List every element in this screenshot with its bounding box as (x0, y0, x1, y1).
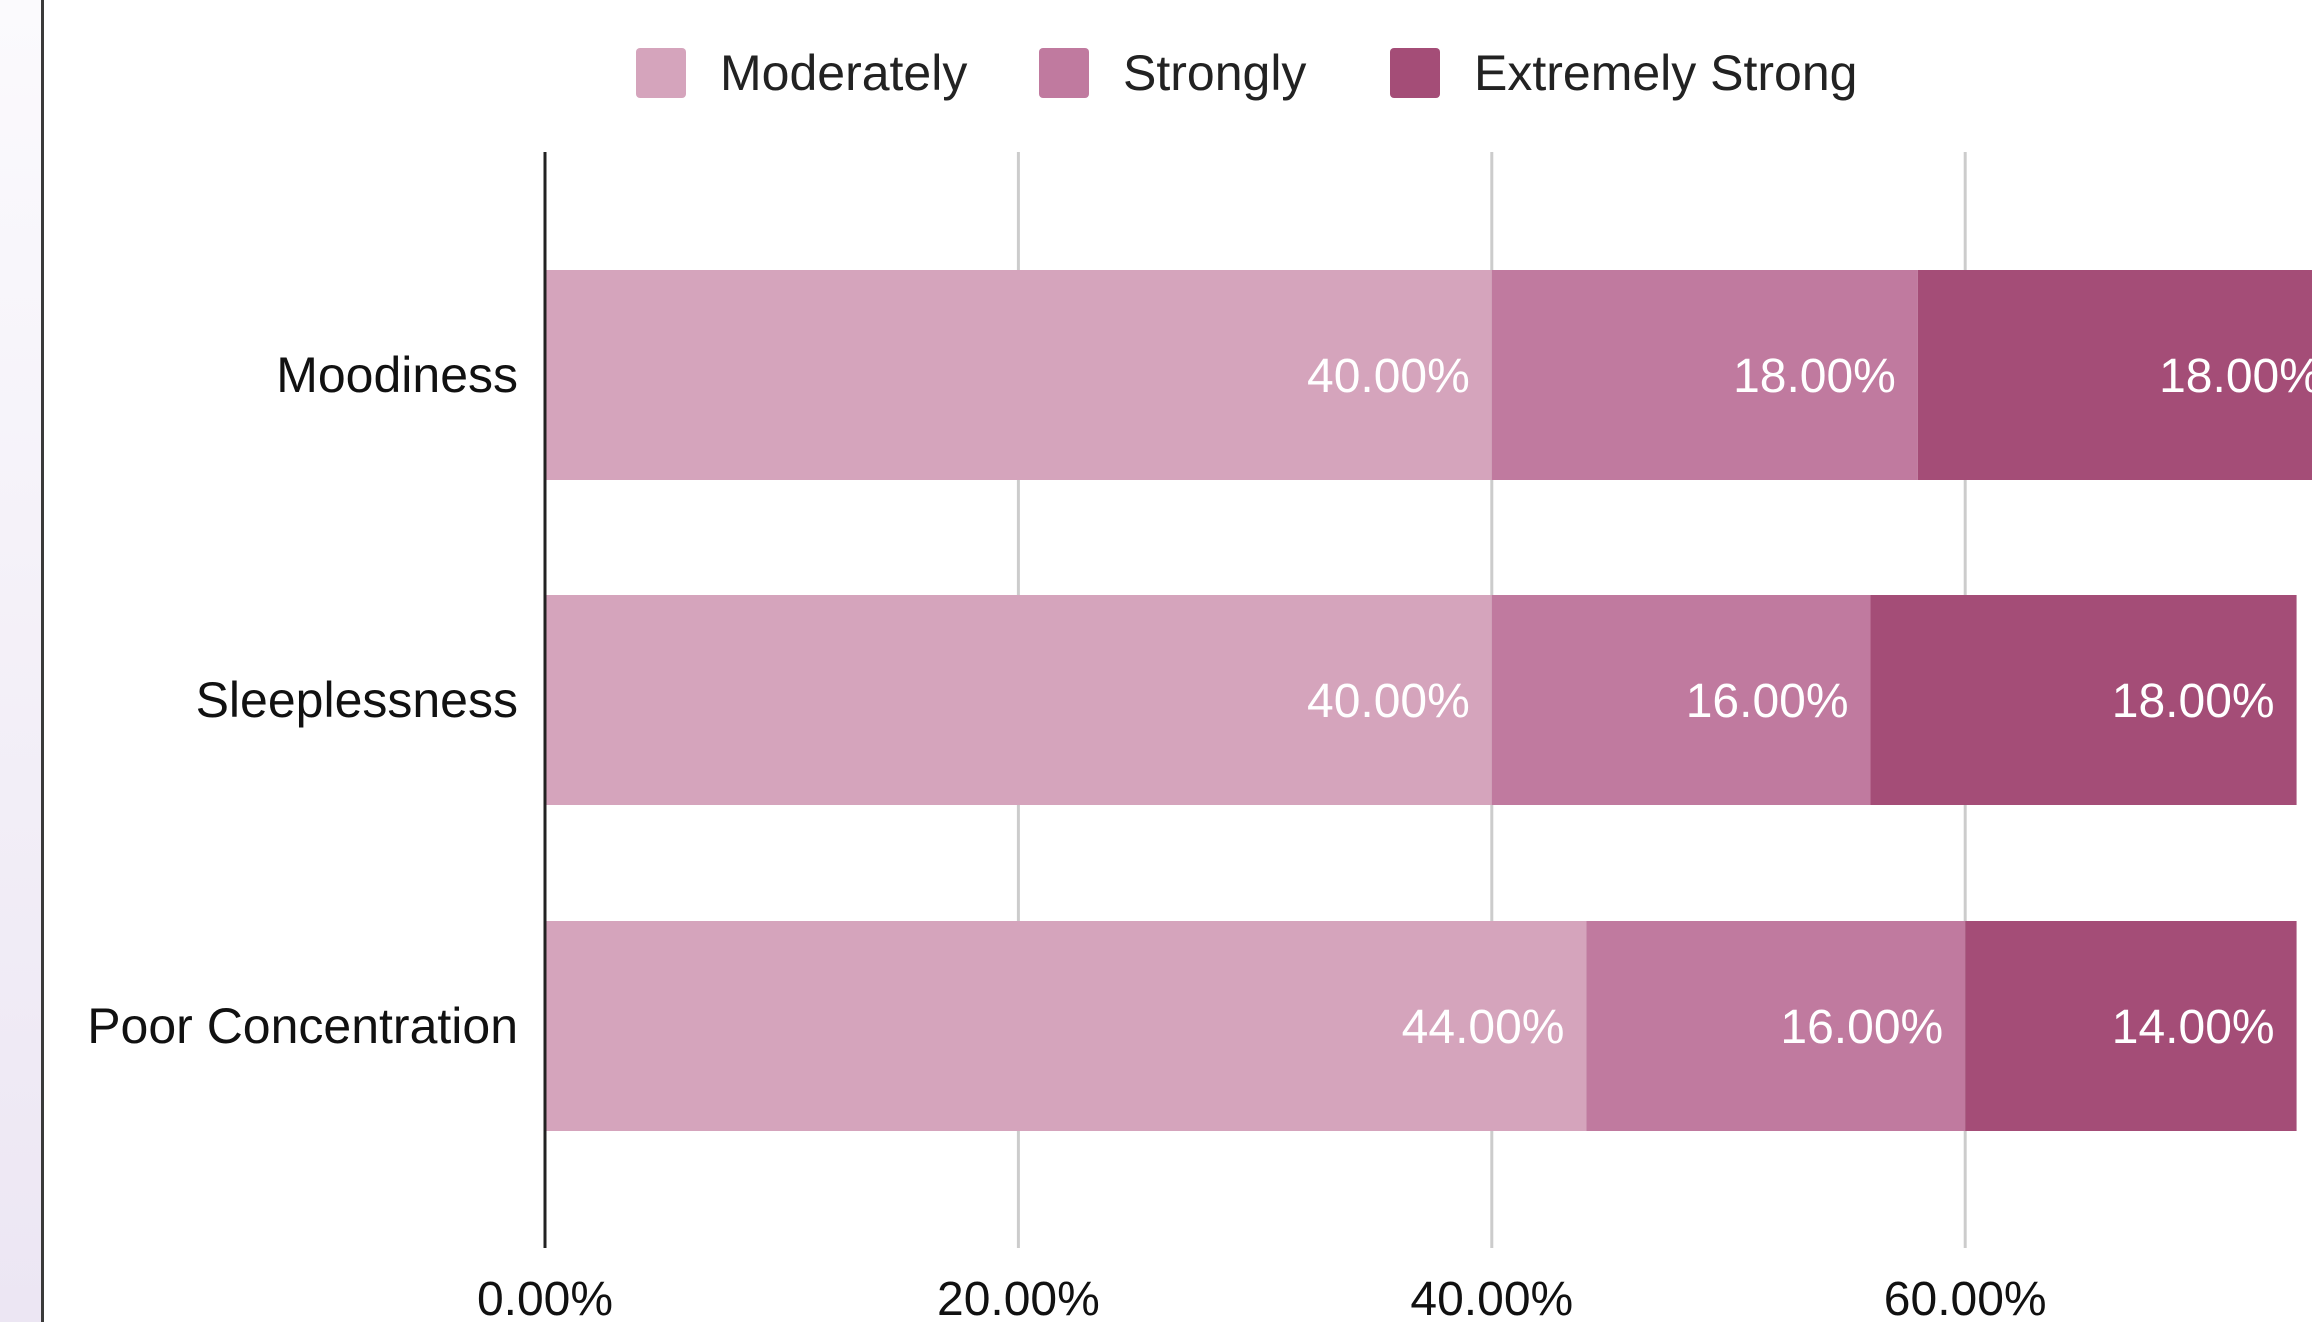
data-label: 40.00% (1307, 350, 1470, 403)
data-label: 18.00% (2112, 675, 2275, 728)
bar-segment (545, 921, 1587, 1131)
bar-segment (1491, 595, 1871, 805)
legend-label: Moderately (720, 45, 967, 101)
bar-segment (545, 270, 1492, 480)
category-label: Poor Concentration (87, 998, 518, 1054)
data-label: 14.00% (2112, 1001, 2275, 1054)
legend-label: Strongly (1123, 45, 1306, 101)
category-label: Moodiness (276, 347, 518, 403)
x-tick-label: 0.00% (477, 1273, 613, 1322)
legend-swatch (636, 48, 686, 98)
data-label: 44.00% (1402, 1001, 1565, 1054)
bar-segment (1965, 921, 2297, 1131)
x-tick-label: 40.00% (1410, 1273, 1573, 1322)
data-label: 18.00% (2159, 350, 2312, 403)
data-label: 18.00% (1733, 350, 1896, 403)
data-label: 40.00% (1307, 675, 1470, 728)
legend-swatch (1390, 48, 1440, 98)
data-label: 16.00% (1780, 1001, 1943, 1054)
data-label: 16.00% (1686, 675, 1849, 728)
left-divider (41, 0, 44, 1322)
legend-swatch (1039, 48, 1089, 98)
x-tick-label: 20.00% (937, 1273, 1100, 1322)
legend-label: Extremely Strong (1474, 45, 1857, 101)
x-tick-label: 60.00% (1884, 1273, 2047, 1322)
category-label: Sleeplessness (196, 672, 518, 728)
bar-segment (1917, 270, 2312, 480)
bar-segment (545, 595, 1492, 805)
left-panel-edge (0, 0, 41, 1322)
bar-segment (1491, 270, 1918, 480)
bar-segment (1870, 595, 2297, 805)
bar-segment (1586, 921, 1966, 1131)
